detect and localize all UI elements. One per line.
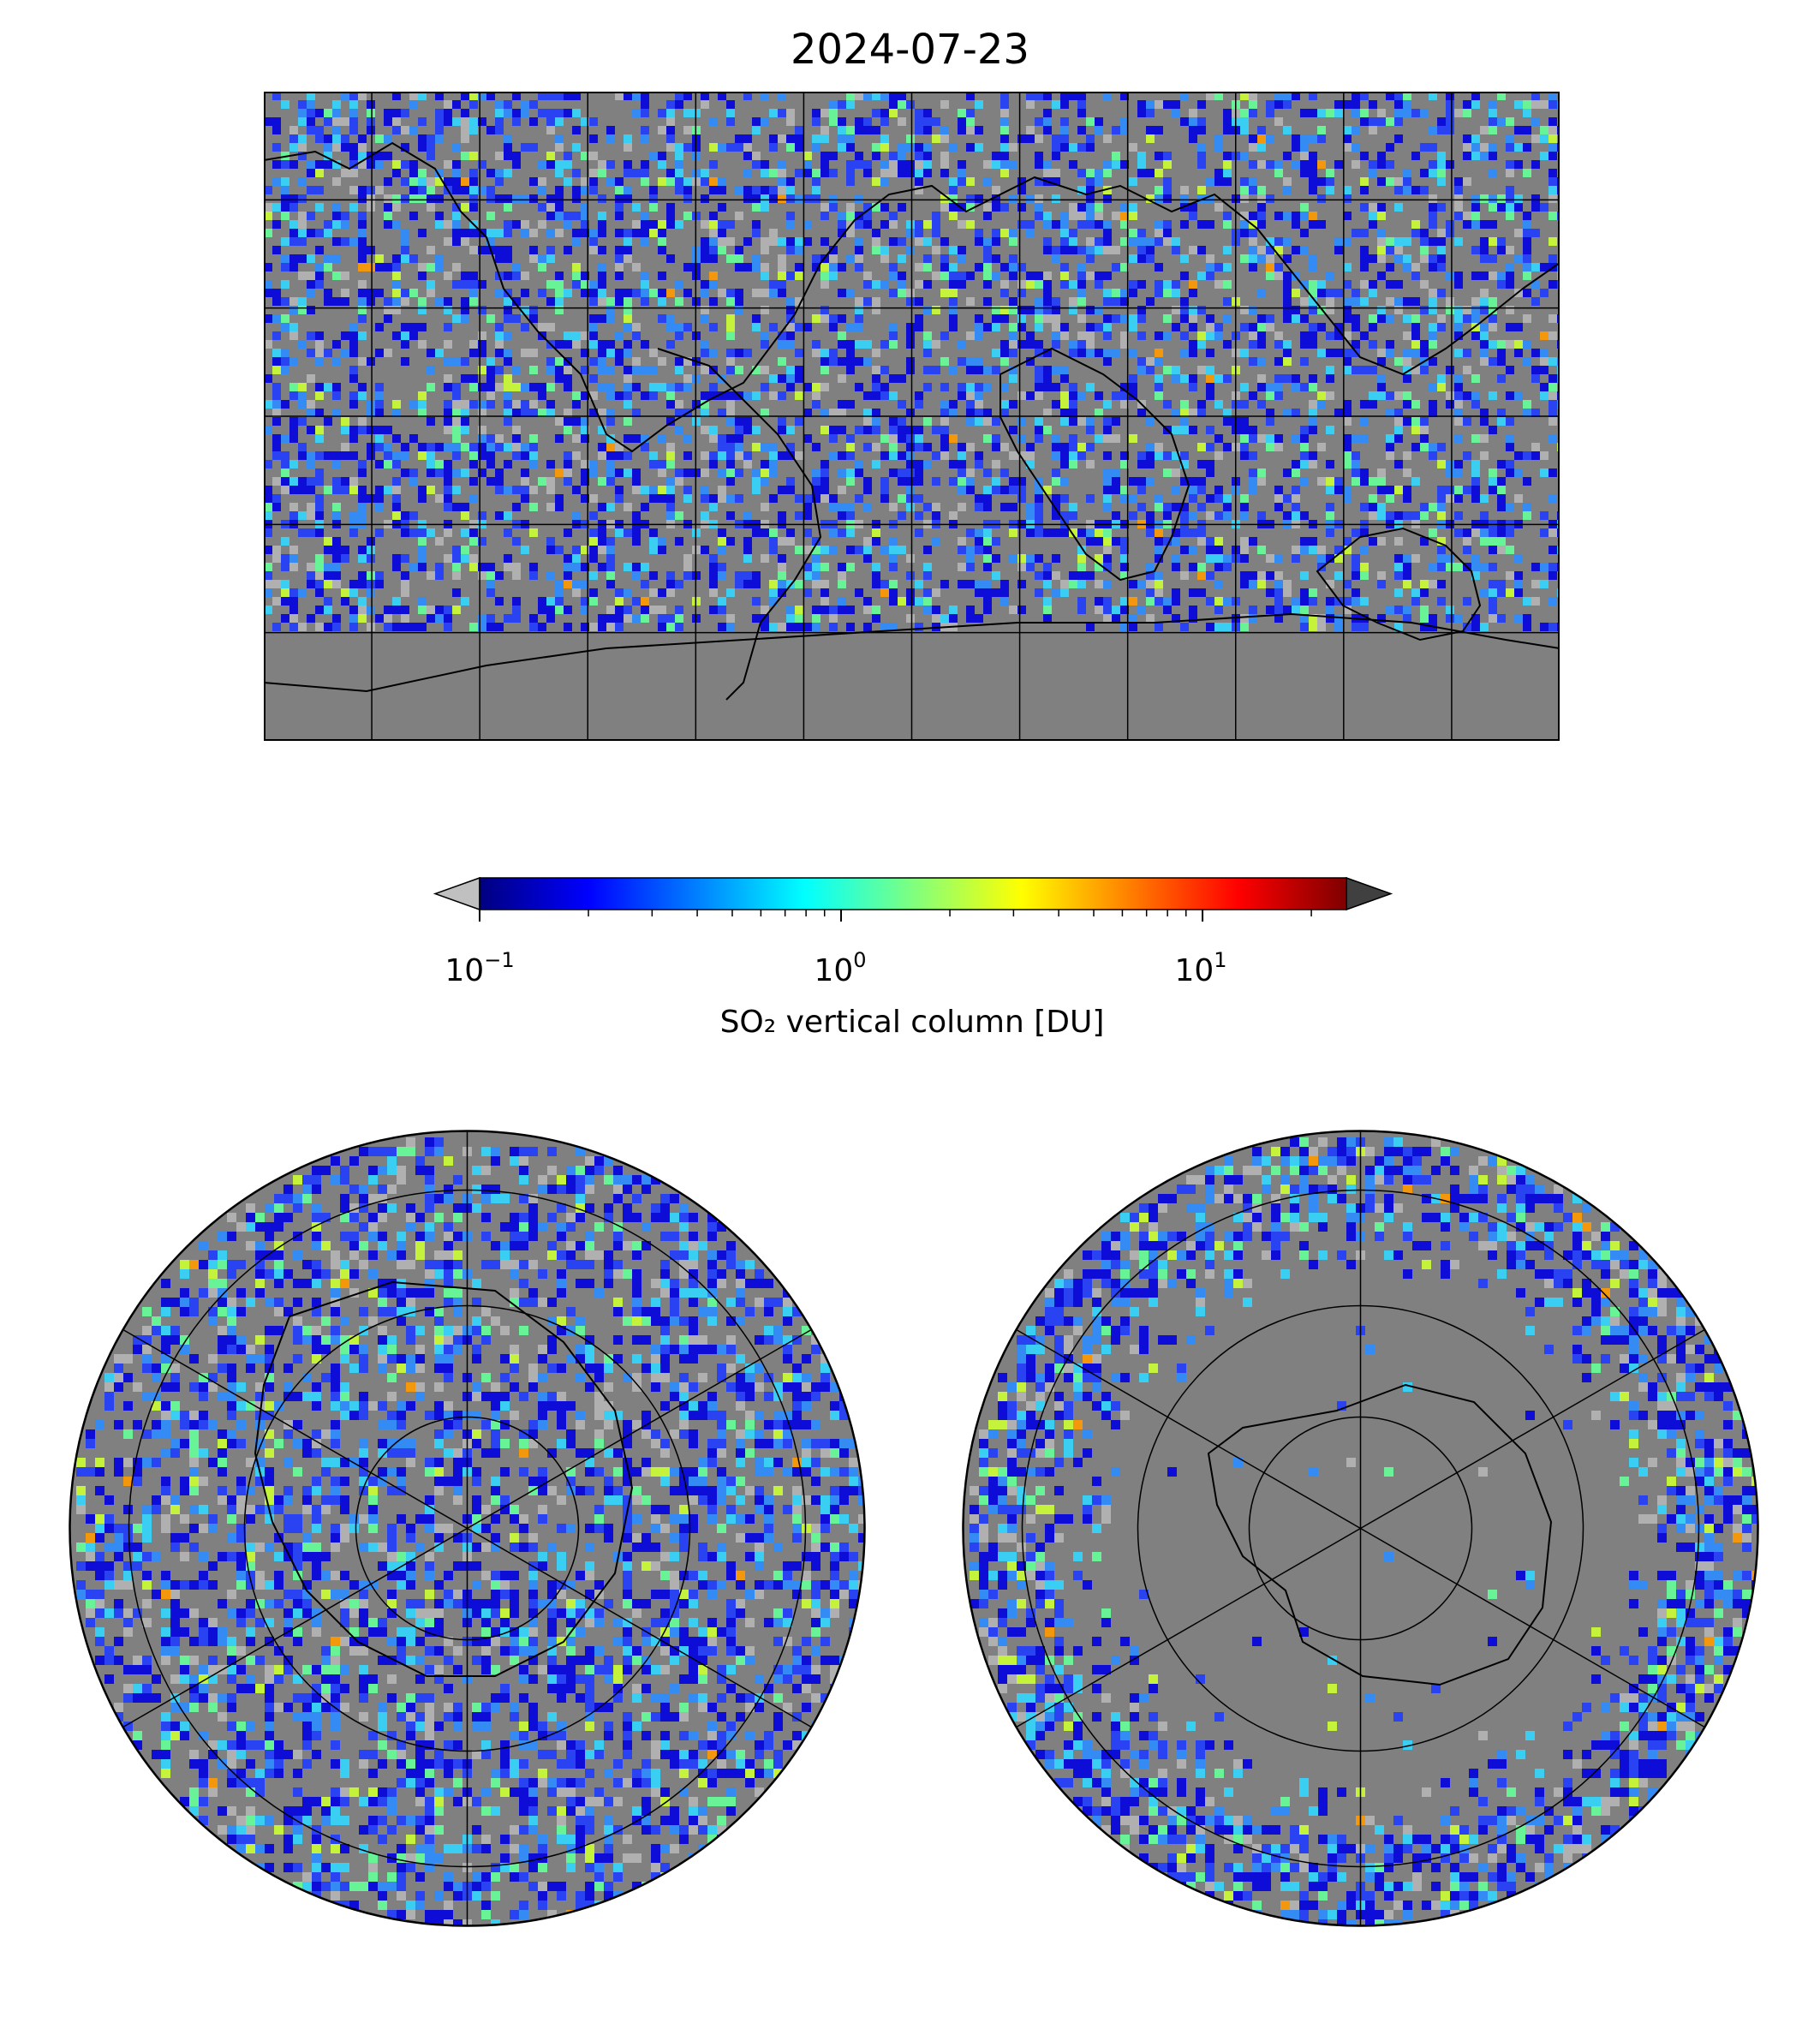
polar-meridian bbox=[467, 1328, 813, 1530]
world-coastline bbox=[657, 348, 822, 701]
colorbar-tick-label-1: 100 bbox=[814, 948, 866, 988]
polar-meridian bbox=[122, 1328, 468, 1530]
antarctica-coastline bbox=[1207, 1383, 1553, 1686]
colorbar: 10−1 100 101 SO₂ vertical column [DU] bbox=[428, 874, 1405, 1045]
world-map-frame bbox=[264, 92, 1560, 741]
arctic-coastline bbox=[254, 1280, 634, 1677]
polar-map-frame bbox=[69, 1130, 866, 1927]
polar-meridian bbox=[1015, 1328, 1361, 1530]
world-coastline bbox=[264, 141, 1560, 453]
colorbar-gradient bbox=[479, 877, 1347, 910]
world-coastline bbox=[1000, 347, 1190, 582]
polar-map-frame bbox=[962, 1130, 1759, 1927]
north-polar-map bbox=[67, 1128, 868, 1929]
south-polar-map bbox=[960, 1128, 1761, 1929]
colorbar-over-extend bbox=[1346, 876, 1393, 911]
map-title: 2024-07-23 bbox=[791, 26, 1029, 74]
world-map bbox=[264, 92, 1560, 741]
world-coastline bbox=[1316, 527, 1482, 642]
colorbar-tick-label-0: 10−1 bbox=[445, 948, 514, 988]
colorbar-tick-label-2: 101 bbox=[1174, 948, 1226, 988]
world-coastline bbox=[264, 612, 1560, 693]
polar-meridian bbox=[1360, 1527, 1706, 1728]
colorbar-label: SO₂ vertical column [DU] bbox=[720, 1005, 1105, 1040]
polar-meridian bbox=[1015, 1527, 1361, 1728]
colorbar-under-extend bbox=[433, 876, 480, 911]
polar-meridian bbox=[122, 1527, 468, 1728]
polar-meridian bbox=[467, 1527, 813, 1728]
polar-meridian bbox=[1360, 1328, 1706, 1530]
